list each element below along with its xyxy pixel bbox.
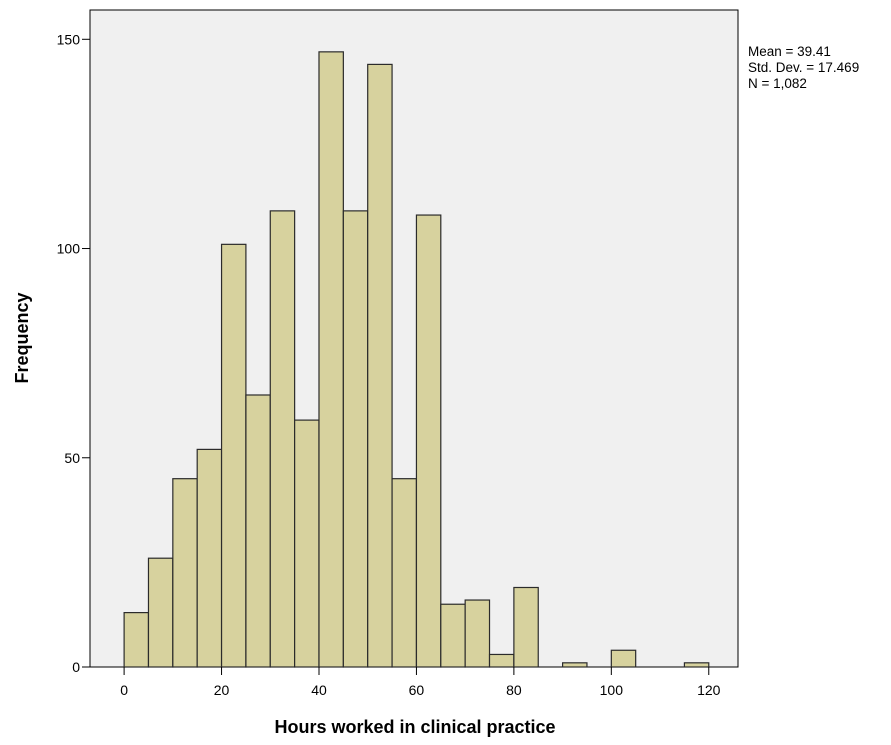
x-tick-label: 40 bbox=[311, 682, 327, 698]
bars-group bbox=[123, 51, 710, 668]
histogram-bar bbox=[220, 243, 247, 668]
histogram-bar bbox=[123, 611, 150, 668]
y-tick-label: 0 bbox=[72, 659, 80, 675]
histogram-bar bbox=[294, 419, 320, 668]
stats-mean: Mean = 39.41 bbox=[748, 44, 831, 59]
x-axis: 0 20 40 60 80 100 120 bbox=[120, 667, 721, 698]
histogram-bar bbox=[196, 448, 223, 668]
x-tick-label: 120 bbox=[697, 682, 721, 698]
stats-std-dev: Std. Dev. = 17.469 bbox=[748, 60, 859, 75]
histogram-bar bbox=[245, 394, 271, 668]
y-axis: 0 50 100 150 bbox=[57, 31, 90, 675]
histogram-bar bbox=[318, 51, 344, 668]
x-tick-label: 20 bbox=[214, 682, 230, 698]
histogram-bar bbox=[342, 210, 369, 668]
histogram-bar bbox=[610, 649, 637, 668]
stats-box: Mean = 39.41 Std. Dev. = 17.469 N = 1,08… bbox=[748, 44, 859, 91]
x-tick-label: 100 bbox=[600, 682, 624, 698]
histogram-bar bbox=[683, 662, 710, 668]
histogram-bar bbox=[561, 662, 588, 668]
y-tick-label: 100 bbox=[57, 241, 81, 257]
y-tick-label: 150 bbox=[57, 31, 81, 47]
histogram-bar bbox=[367, 63, 393, 668]
histogram-bar bbox=[415, 214, 442, 668]
histogram-bar bbox=[513, 586, 539, 668]
x-tick-label: 0 bbox=[120, 682, 128, 698]
histogram-bar bbox=[269, 210, 296, 668]
histogram-bar bbox=[172, 478, 198, 668]
histogram-bar bbox=[147, 557, 174, 668]
histogram-bar bbox=[391, 478, 418, 668]
histogram-bar bbox=[464, 599, 491, 668]
histogram-bar bbox=[488, 653, 515, 668]
y-axis-title: Frequency bbox=[12, 292, 32, 383]
histogram-bar bbox=[440, 603, 466, 668]
stats-n: N = 1,082 bbox=[748, 76, 807, 91]
x-axis-title: Hours worked in clinical practice bbox=[274, 717, 555, 737]
y-tick-label: 50 bbox=[64, 450, 80, 466]
x-tick-label: 80 bbox=[506, 682, 522, 698]
x-tick-label: 60 bbox=[409, 682, 425, 698]
